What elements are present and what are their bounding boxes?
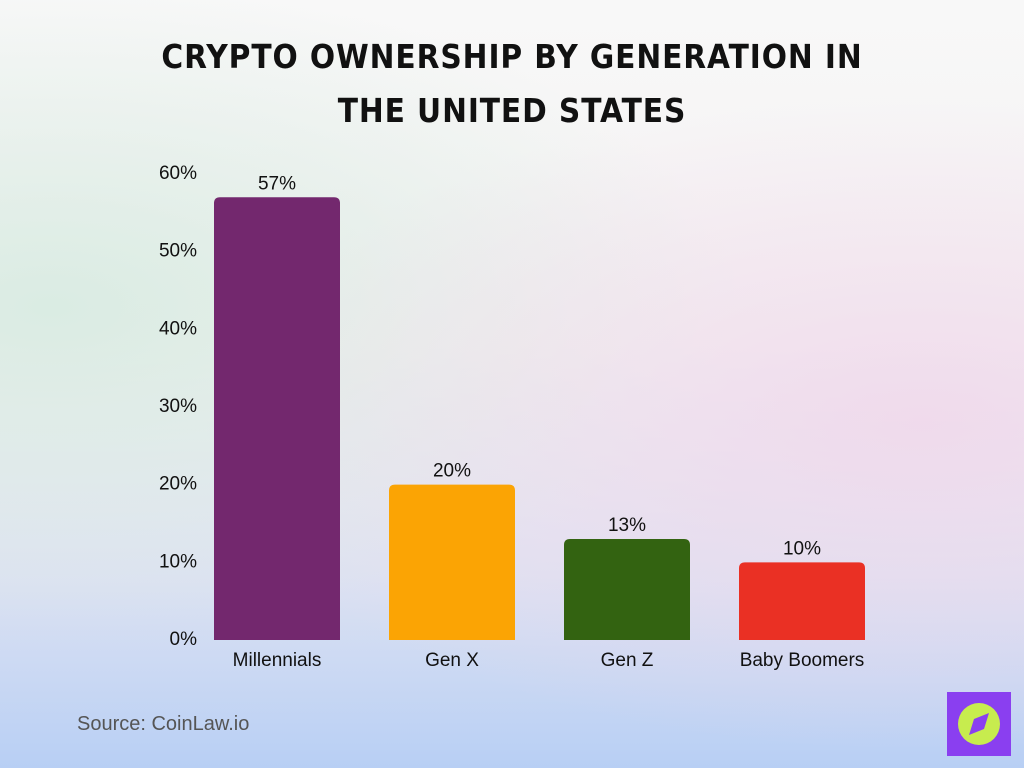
value-label: 10% bbox=[783, 538, 821, 559]
y-tick-label: 10% bbox=[159, 551, 197, 572]
value-label: 20% bbox=[433, 461, 471, 482]
y-tick-label: 50% bbox=[159, 241, 197, 262]
bar bbox=[389, 484, 515, 640]
logo bbox=[947, 692, 1011, 756]
y-tick-label: 60% bbox=[159, 163, 197, 184]
x-tick-label: Baby Boomers bbox=[740, 650, 865, 671]
value-label: 57% bbox=[258, 173, 296, 194]
chart-title: Crypto Ownership by Generation in the Un… bbox=[161, 37, 863, 130]
source: Source: CoinLaw.io bbox=[77, 713, 250, 735]
y-tick-label: 20% bbox=[159, 474, 197, 495]
bar bbox=[564, 539, 690, 640]
bar bbox=[214, 197, 340, 641]
y-tick-label: 30% bbox=[159, 396, 197, 417]
x-tick-label: Millennials bbox=[233, 650, 322, 671]
logo-needle bbox=[969, 713, 989, 735]
x-tick-label: Gen Z bbox=[601, 650, 654, 671]
y-tick-label: 40% bbox=[159, 318, 197, 339]
value-label: 13% bbox=[608, 515, 646, 536]
x-tick-label: Gen X bbox=[425, 650, 479, 671]
y-tick-label: 0% bbox=[170, 629, 198, 650]
bar bbox=[739, 562, 865, 640]
